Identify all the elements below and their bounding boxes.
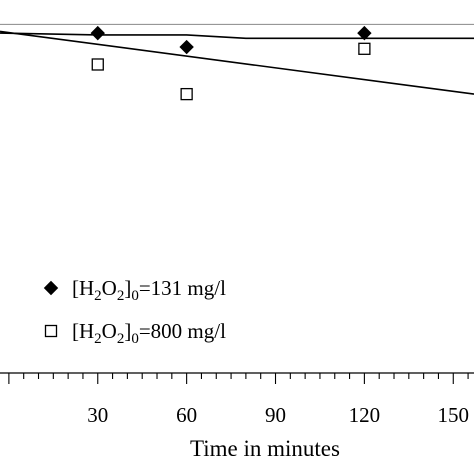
legend-label-1: [H2O2]0=131 mg/l	[72, 276, 226, 304]
x-tick-label: 150	[438, 403, 470, 427]
x-tick-label: 30	[87, 403, 108, 427]
x-tick-label: 60	[176, 403, 197, 427]
plot-area	[0, 23, 474, 101]
x-ticks	[8, 373, 469, 384]
fit-line-2	[0, 30, 474, 95]
legend-marker-1	[43, 280, 59, 296]
fit-lines	[0, 30, 474, 95]
data-markers	[90, 25, 372, 101]
marker-series1-point3	[357, 25, 372, 41]
legend: [H2O2]0=131 mg/l [H2O2]0=800 mg/l	[43, 276, 226, 347]
marker-series2-point3	[358, 42, 371, 55]
x-axis: 30 60 90 120 150 Time in minutes	[0, 372, 474, 461]
x-tick-label: 120	[349, 403, 381, 427]
x-tick-label: 90	[265, 403, 286, 427]
fit-line-1	[0, 32, 474, 40]
legend-marker-2	[44, 324, 58, 338]
marker-series1-point1	[90, 25, 105, 41]
x-axis-title: Time in minutes	[190, 436, 340, 461]
marker-series2-point2	[180, 87, 193, 101]
marker-series1-point2	[179, 39, 194, 55]
x-tick-labels: 30 60 90 120 150	[87, 403, 469, 427]
legend-label-2: [H2O2]0=800 mg/l	[72, 319, 226, 347]
marker-series2-point1	[91, 58, 104, 71]
